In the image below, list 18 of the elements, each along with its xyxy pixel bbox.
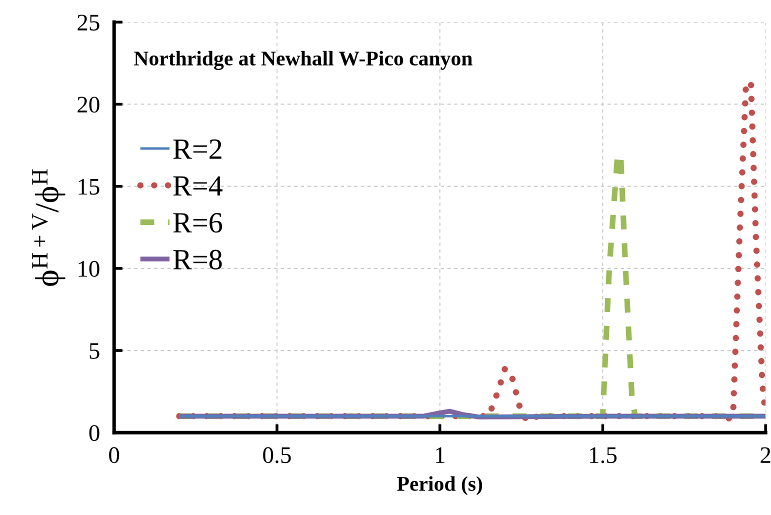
legend-label: R=4: [173, 176, 222, 196]
y-tick-label: 20: [78, 96, 100, 113]
x-tick-label: 0: [109, 447, 120, 464]
x-tick-label: 2: [760, 447, 770, 463]
x-axis-title: Period (s): [397, 476, 482, 496]
x-tick-label: 1: [436, 447, 444, 463]
legend-label: R=2: [173, 139, 222, 159]
x-tick-label: 1.5: [590, 447, 617, 464]
y-tick-label: 5: [90, 343, 100, 359]
text: Northridge at Newhall W-Pico canyon: [134, 50, 472, 70]
legend-label: R=8: [173, 250, 222, 270]
y-axis-title: ϕ$^{H+V}$/ϕ$^{H}$: [32, 169, 66, 286]
y-tick-label: 0: [89, 425, 100, 442]
x-tick-label: 0.5: [263, 447, 291, 464]
y-tick-label: 15: [78, 178, 100, 195]
y-tick-label: 10: [78, 260, 100, 277]
y-tick-label: 25: [78, 14, 100, 31]
legend-label: R=6: [173, 213, 222, 233]
